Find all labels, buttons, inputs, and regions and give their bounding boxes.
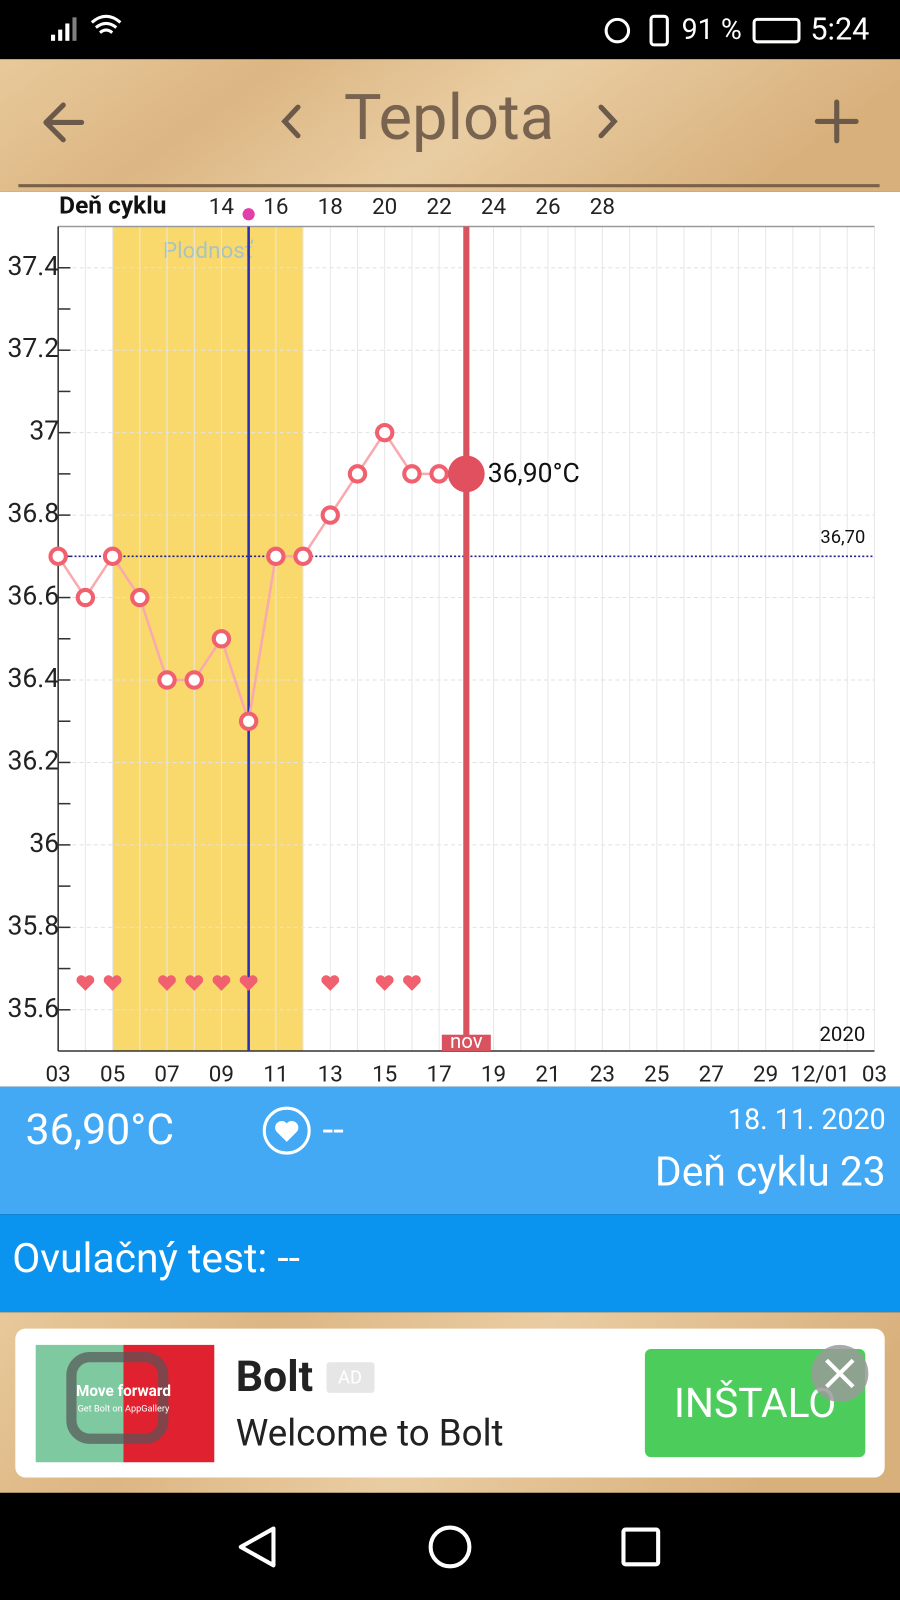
- x2-tick-label: 18: [318, 194, 343, 220]
- summary-cycle-day: Deň cyklu 23: [655, 1147, 886, 1195]
- data-point: [268, 549, 283, 564]
- x-tick-label: 11: [263, 1061, 288, 1087]
- ovulation-dot: [243, 208, 255, 220]
- ad-text: Welcome to Bolt: [236, 1411, 504, 1454]
- x2-tick-label: 28: [590, 194, 615, 220]
- today-label: nov: [450, 1029, 483, 1053]
- x2-tick-label: 26: [535, 194, 560, 220]
- y-tick-label: 35.6: [7, 993, 59, 1024]
- data-point: [159, 672, 174, 687]
- x-tick-label: 29: [753, 1061, 778, 1087]
- x-tick-label: 03: [46, 1061, 71, 1087]
- x-tick-label: 21: [535, 1061, 560, 1087]
- x2-axis-label: Deň cyklu: [59, 191, 166, 220]
- nav-bar: [0, 1493, 900, 1600]
- y-tick-label: 37.4: [7, 251, 59, 282]
- data-point: [214, 631, 229, 646]
- x-tick-label: 25: [644, 1061, 669, 1087]
- x-tick-label: 19: [481, 1061, 506, 1087]
- ovulation-test[interactable]: Ovulačný test: --: [12, 1234, 300, 1282]
- x2-tick-label: 14: [209, 194, 235, 220]
- data-point: [105, 549, 120, 564]
- ad-install-label: INŠTALO: [674, 1379, 837, 1427]
- ad-name: Bolt: [236, 1352, 313, 1402]
- x-tick-label: 07: [154, 1061, 179, 1087]
- x-tick-label: 17: [426, 1061, 451, 1087]
- x2-tick-label: 22: [426, 194, 451, 220]
- data-point: [241, 714, 256, 729]
- battery-percent: 91 %: [682, 12, 742, 46]
- selected-label: 36,90°C: [488, 458, 580, 489]
- y-tick-label: 37.2: [7, 333, 59, 364]
- data-point: [78, 590, 93, 605]
- data-point: [404, 466, 419, 481]
- data-point: [377, 425, 392, 440]
- summary-temperature: 36,90°C: [26, 1105, 175, 1155]
- x-tick-label: 12/01: [790, 1061, 850, 1087]
- data-point: [323, 507, 338, 522]
- fertile-label: Plodnosť: [163, 238, 254, 264]
- clock: 5:24: [810, 13, 869, 48]
- y-tick-label: 36.8: [7, 498, 59, 529]
- y-tick-label: 35.8: [7, 910, 59, 941]
- data-point: [295, 549, 310, 564]
- x-tick-label: 13: [318, 1061, 343, 1087]
- y-tick-label: 36: [29, 828, 59, 859]
- x2-tick-label: 16: [263, 194, 288, 220]
- x-tick-label: 15: [372, 1061, 397, 1087]
- x2-tick-label: 24: [481, 194, 507, 220]
- data-point: [431, 466, 446, 481]
- data-point: [51, 549, 66, 564]
- ad-image-title: Move forward: [76, 1382, 171, 1400]
- x2-tick-label: 20: [372, 194, 397, 220]
- header-title: Teplota: [344, 81, 554, 155]
- summary-date: 18. 11. 2020: [728, 1102, 886, 1136]
- y-tick-label: 36.4: [7, 663, 59, 694]
- x-tick-label: 03: [862, 1061, 887, 1087]
- data-point: [132, 590, 147, 605]
- ad-image-subtitle: Get Bolt on AppGallery: [78, 1404, 170, 1415]
- year-label: 2020: [819, 1022, 865, 1046]
- y-tick-label: 36.2: [7, 745, 59, 776]
- data-point: [350, 466, 365, 481]
- ad-badge: AD: [338, 1367, 362, 1388]
- x-tick-label: 23: [590, 1061, 615, 1087]
- summary-heart: --: [322, 1108, 343, 1153]
- status-bar: [0, 0, 900, 59]
- x-tick-label: 09: [209, 1061, 234, 1087]
- x-tick-label: 05: [100, 1061, 125, 1087]
- x-tick-label: 27: [699, 1061, 724, 1087]
- coverline-label: 36,70: [820, 527, 865, 548]
- y-tick-label: 36.6: [7, 581, 59, 612]
- y-tick-label: 37: [29, 416, 59, 447]
- data-point: [187, 672, 202, 687]
- selected-point: [448, 456, 485, 493]
